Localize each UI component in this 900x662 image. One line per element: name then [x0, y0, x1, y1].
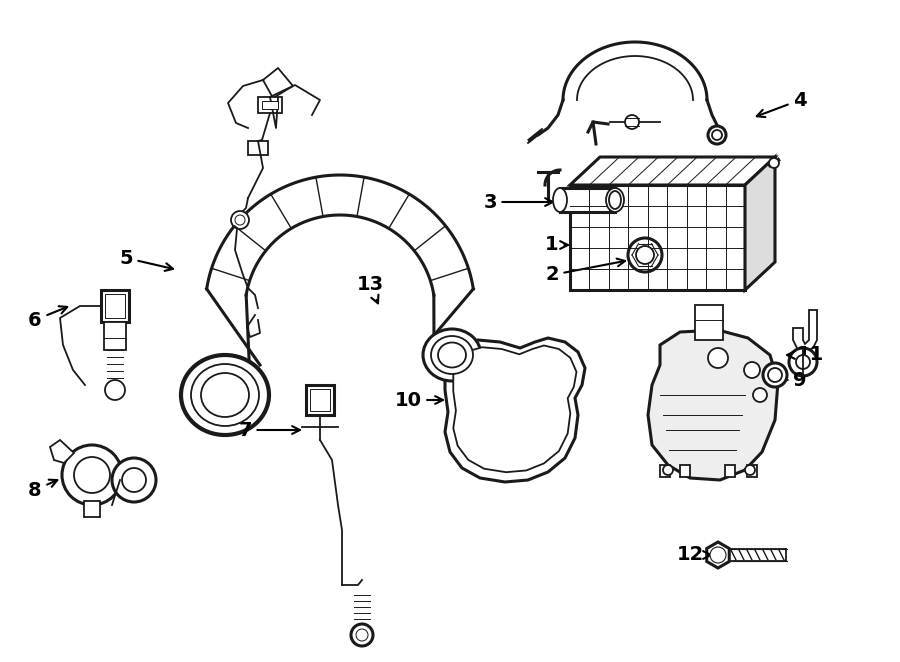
Circle shape — [625, 115, 639, 129]
Ellipse shape — [431, 336, 473, 374]
Bar — [725, 465, 735, 477]
Text: 5: 5 — [119, 248, 173, 271]
Circle shape — [105, 380, 125, 400]
Bar — [258, 97, 282, 113]
Circle shape — [789, 348, 817, 376]
Bar — [310, 389, 330, 411]
Ellipse shape — [606, 188, 624, 212]
Circle shape — [745, 465, 755, 475]
Circle shape — [74, 457, 110, 493]
Text: 4: 4 — [757, 91, 806, 117]
Circle shape — [231, 211, 249, 229]
Ellipse shape — [181, 355, 269, 435]
Ellipse shape — [553, 188, 567, 212]
Polygon shape — [50, 440, 74, 463]
Bar — [104, 322, 126, 350]
Circle shape — [62, 445, 122, 505]
Text: 12: 12 — [677, 545, 711, 565]
Text: 6: 6 — [28, 307, 68, 330]
Circle shape — [235, 215, 245, 225]
Polygon shape — [745, 157, 775, 290]
Bar — [101, 290, 129, 322]
Text: 11: 11 — [788, 346, 824, 365]
Circle shape — [710, 547, 726, 563]
Circle shape — [708, 348, 728, 368]
Polygon shape — [445, 338, 585, 482]
Ellipse shape — [609, 191, 621, 209]
Bar — [695, 305, 723, 340]
Circle shape — [796, 355, 810, 369]
Ellipse shape — [191, 364, 259, 426]
Circle shape — [112, 458, 156, 502]
Bar — [680, 465, 690, 477]
Circle shape — [351, 624, 373, 646]
Polygon shape — [454, 346, 577, 472]
Text: 3: 3 — [483, 193, 553, 211]
Bar — [747, 465, 757, 477]
Circle shape — [636, 246, 654, 264]
Circle shape — [712, 130, 722, 140]
Bar — [306, 385, 334, 415]
Polygon shape — [84, 501, 100, 517]
Ellipse shape — [423, 329, 481, 381]
Bar — [560, 188, 615, 212]
Text: 1: 1 — [545, 236, 568, 254]
Polygon shape — [793, 310, 817, 352]
Text: 9: 9 — [768, 371, 806, 389]
Text: 10: 10 — [394, 391, 443, 410]
Text: 13: 13 — [356, 275, 383, 303]
Bar — [262, 101, 278, 109]
Bar — [105, 294, 125, 318]
Ellipse shape — [438, 342, 466, 367]
Polygon shape — [706, 542, 729, 568]
Circle shape — [708, 126, 726, 144]
Polygon shape — [648, 330, 778, 480]
Circle shape — [769, 158, 779, 168]
Circle shape — [753, 388, 767, 402]
Circle shape — [356, 629, 368, 641]
Text: 2: 2 — [545, 259, 625, 285]
Polygon shape — [570, 157, 775, 185]
Circle shape — [628, 238, 662, 272]
Bar — [660, 465, 670, 477]
Bar — [248, 141, 268, 155]
Bar — [570, 185, 745, 290]
Circle shape — [663, 465, 673, 475]
Text: 8: 8 — [28, 480, 58, 500]
Text: 7: 7 — [238, 420, 300, 440]
Circle shape — [768, 368, 782, 382]
Circle shape — [763, 363, 787, 387]
Circle shape — [744, 362, 760, 378]
Ellipse shape — [201, 373, 249, 417]
Circle shape — [122, 468, 146, 492]
